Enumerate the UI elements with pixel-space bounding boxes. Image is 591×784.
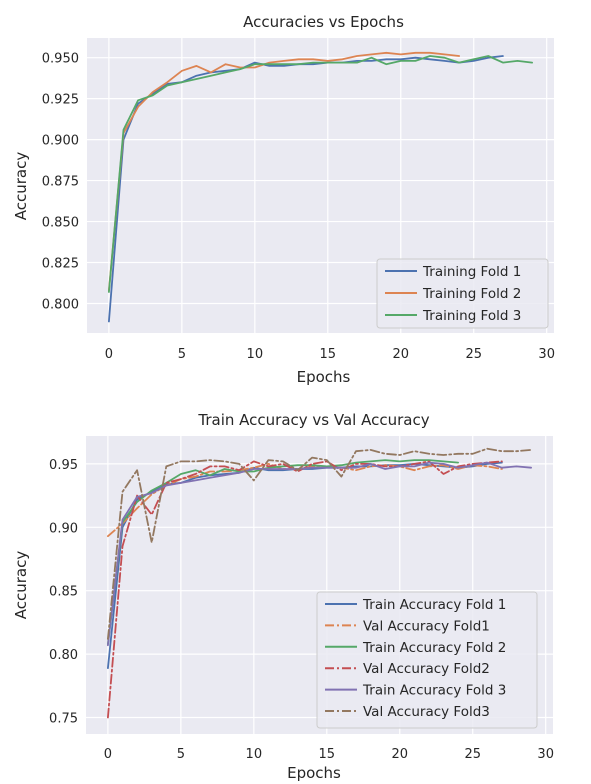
x-tick-label: 5 [178,347,186,362]
x-tick-label: 25 [465,347,482,362]
series-lines [108,51,533,323]
chart-title: Train Accuracy vs Val Accuracy [197,411,429,429]
tick-labels: 0 5 10 15 20 25 30 0.75 0.80 0.85 0.90 0.95 [49,458,554,762]
y-tick-label: 0.95 [49,458,78,473]
x-tick-label: 5 [177,747,185,762]
legend-label: Val Accuracy Fold3 [363,704,490,720]
legend-label: Training Fold 3 [422,308,521,324]
legend-box [316,591,538,729]
y-axis-label: Accuracy [12,152,30,221]
legend: Train Accuracy Fold 1 Val Accuracy Fold1 T… [316,591,538,729]
x-axis-label: Epochs [297,368,351,386]
y-tick-label: 0.900 [42,134,79,149]
y-tick-label: 0.925 [42,93,79,108]
legend-label: Train Accuracy Fold 1 [362,597,506,613]
series-line-3 [108,55,533,293]
legend-label: Val Accuracy Fold1 [363,618,490,634]
y-tick-label: 0.825 [42,257,79,272]
series-line-6 [107,447,532,640]
series-lines [107,447,532,719]
y-tick-label: 0.850 [42,216,79,231]
legend-box [376,258,549,329]
x-tick-label: 0 [104,747,112,762]
y-tick-label: 0.875 [42,175,79,190]
y-tick-label: 0.85 [49,585,78,600]
x-tick-label: 20 [391,747,408,762]
series-line-2 [108,51,461,292]
tick-labels: 0 5 10 15 20 25 30 0.800 0.825 0.850 0.875 0.900 0.9… [42,52,555,362]
x-tick-label: 0 [105,347,113,362]
legend-label: Training Fold 2 [422,286,521,302]
accuracy-vs-epochs-chart: 0 5 10 15 20 25 30 0.800 0.825 0.850 0.875 0.900 0.9… [12,13,555,386]
x-tick-label: 25 [464,747,481,762]
y-tick-label: 0.75 [49,712,78,727]
x-tick-label: 20 [392,347,409,362]
x-axis-label: Epochs [287,764,341,782]
x-tick-label: 10 [246,747,263,762]
legend-label: Train Accuracy Fold 3 [362,683,506,699]
y-tick-label: 0.80 [49,648,78,663]
legend-label: Val Accuracy Fold2 [363,661,490,677]
y-axis-label: Accuracy [12,551,30,620]
y-tick-label: 0.90 [49,521,78,536]
train-vs-val-accuracy-chart: 0 5 10 15 20 25 30 0.75 0.80 0.85 0.90 0.95 Train A… [12,411,554,782]
chart-title: Accuracies vs Epochs [243,13,404,31]
legend: Training Fold 1 Training Fold 2 Training F… [376,258,549,329]
series-line-5 [107,461,532,647]
grid [87,38,554,333]
y-tick-label: 0.800 [42,298,79,313]
x-tick-label: 15 [320,347,337,362]
legend-label: Train Accuracy Fold 2 [362,640,506,656]
y-tick-label: 0.950 [42,52,79,67]
legend-label: Training Fold 1 [422,264,521,280]
x-tick-label: 10 [247,347,264,362]
x-tick-label: 15 [319,747,336,762]
x-tick-label: 30 [538,347,555,362]
x-tick-label: 30 [537,747,554,762]
